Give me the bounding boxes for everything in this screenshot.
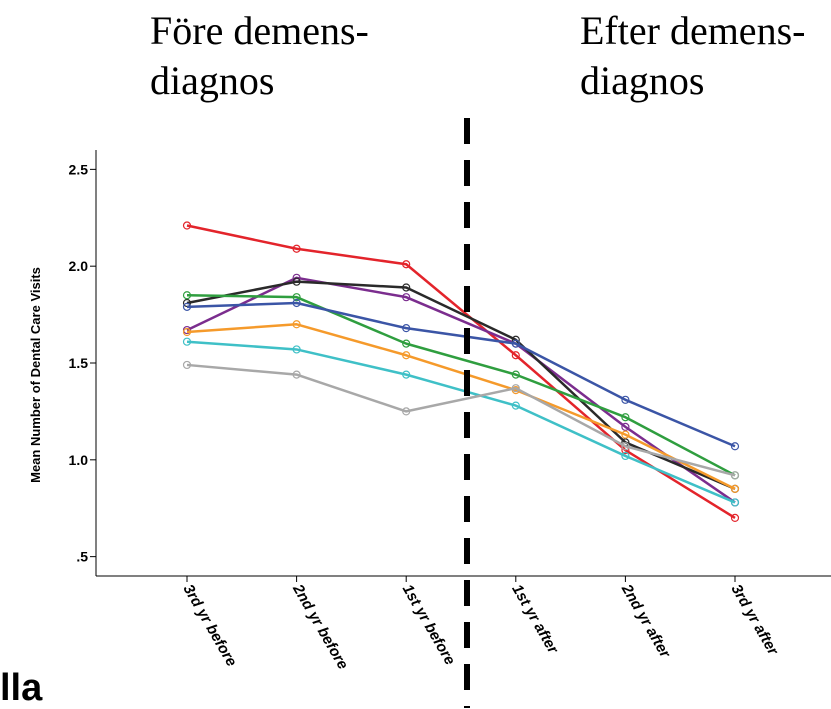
- data-point: [511, 384, 520, 393]
- data-point: [182, 327, 192, 337]
- series-4: [182, 291, 740, 480]
- data-point: [730, 513, 740, 523]
- annotation-after-diagnosis: Efter demens- diagnos: [580, 8, 806, 103]
- data-point: [511, 351, 520, 360]
- x-tick-label: 2nd yr before: [289, 581, 352, 673]
- data-point: [730, 498, 740, 507]
- y-axis: .5 1.0 1.5 2.0 2.5: [69, 150, 97, 576]
- series-line: [186, 276, 736, 504]
- series-line: [186, 323, 736, 490]
- data-point: [621, 395, 630, 404]
- data-point: [402, 324, 411, 333]
- annotation-before-diagnosis: Före demens- diagnos: [150, 8, 369, 103]
- series-line: [186, 280, 736, 491]
- x-axis: 3rd yr before 2nd yr before 1st yr before 1…: [96, 575, 831, 673]
- y-tick-label: 1.0: [69, 452, 89, 468]
- data-point: [402, 339, 411, 348]
- corner-text: lla: [0, 667, 43, 709]
- x-tick-label: 3rd yr after: [728, 582, 782, 659]
- series-line: [186, 340, 736, 504]
- data-point: [292, 298, 301, 308]
- y-axis-label: Mean Number of Dental Care Visits: [28, 267, 43, 483]
- series-7: [182, 337, 740, 507]
- data-point: [292, 370, 301, 379]
- data-point: [730, 471, 740, 480]
- data-point: [621, 413, 630, 422]
- data-point: [402, 351, 411, 360]
- x-tick-label: 1st yr before: [399, 582, 459, 668]
- y-tick-label: .5: [76, 549, 88, 565]
- data-point: [511, 339, 520, 348]
- data-point: [182, 360, 192, 370]
- data-point: [511, 370, 520, 379]
- series-layer: [182, 221, 740, 523]
- series-5: [182, 298, 740, 451]
- data-point: [730, 484, 740, 493]
- data-point: [182, 291, 192, 300]
- series-line: [186, 363, 736, 477]
- data-point: [402, 260, 411, 269]
- data-point: [621, 451, 630, 461]
- data-point: [402, 407, 411, 416]
- x-tick-label: 2nd yr after: [617, 581, 674, 662]
- x-tick-label: 1st yr after: [508, 582, 562, 658]
- data-point: [730, 442, 740, 451]
- data-point: [402, 370, 411, 379]
- x-tick-label: 3rd yr before: [180, 582, 241, 670]
- data-point: [292, 244, 301, 253]
- data-point: [402, 293, 411, 302]
- series-6: [182, 320, 740, 493]
- data-point: [621, 422, 630, 431]
- data-point: [182, 337, 192, 346]
- y-tick-label: 1.5: [69, 355, 89, 371]
- data-point: [621, 430, 630, 439]
- series-8: [182, 360, 740, 480]
- data-point: [182, 221, 192, 230]
- data-point: [402, 283, 411, 292]
- data-point: [182, 302, 192, 311]
- data-point: [292, 345, 301, 354]
- data-point: [511, 401, 520, 410]
- series-line: [186, 293, 736, 477]
- series-line: [186, 224, 736, 519]
- y-tick-label: 2.5: [69, 161, 89, 177]
- data-point: [292, 293, 301, 302]
- series-line: [186, 301, 736, 448]
- y-tick-label: 2.0: [69, 258, 89, 274]
- data-point: [292, 320, 301, 329]
- data-point: [292, 277, 301, 286]
- data-point: [621, 442, 630, 451]
